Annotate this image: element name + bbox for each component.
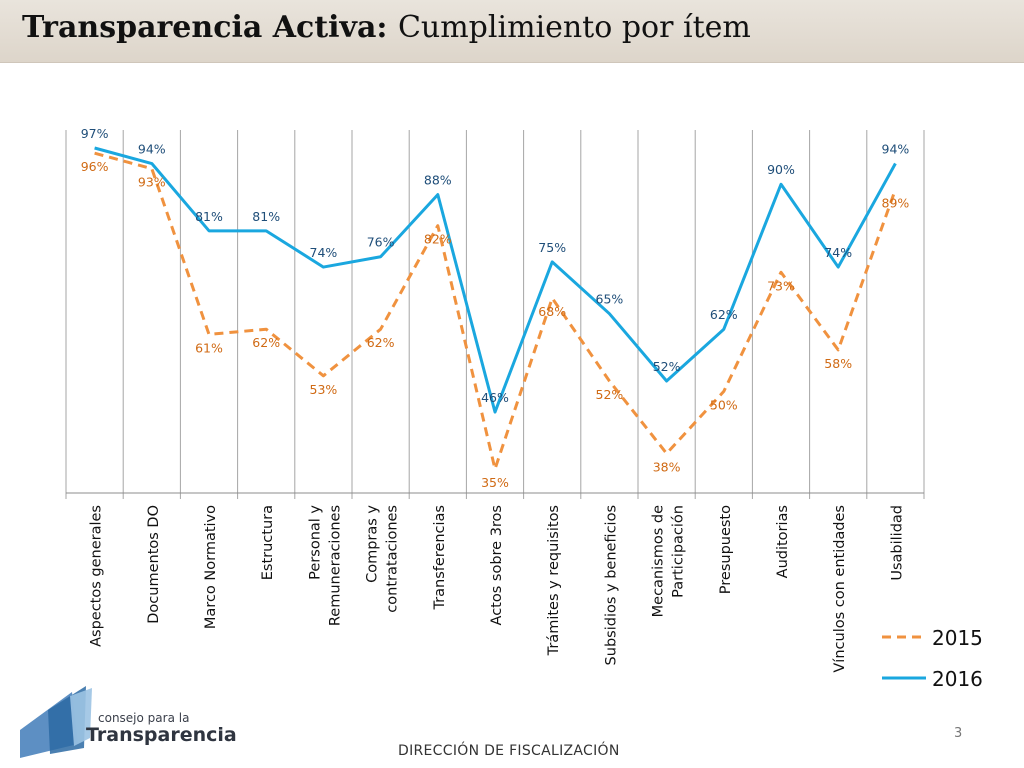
data-label-2016: 81% <box>252 209 280 224</box>
page-title-bold: Transparencia Activa: <box>22 10 388 45</box>
data-label-2016: 74% <box>824 245 852 260</box>
category-tick-label: contrataciones <box>385 505 401 613</box>
data-label-2015: 58% <box>824 356 852 371</box>
data-label-2016: 74% <box>310 245 338 260</box>
title-bar: Transparencia Activa: Cumplimiento por í… <box>0 0 1024 63</box>
category-tick-label: Aspectos generales <box>89 505 105 647</box>
data-label-2016: 62% <box>710 307 738 322</box>
data-label-2015: 62% <box>252 335 280 350</box>
logo-shape-right <box>70 688 92 746</box>
category-label-group: Vínculos con entidades <box>832 505 848 673</box>
data-label-2016: 76% <box>367 235 395 250</box>
category-label-group: Usabilidad <box>889 505 905 581</box>
category-tick-label: Presupuesto <box>718 505 734 594</box>
data-label-2015: 50% <box>710 397 738 412</box>
data-label-2016: 75% <box>538 240 566 255</box>
category-tick-label: Estructura <box>260 505 276 580</box>
data-label-2015: 89% <box>882 195 910 210</box>
category-label-group: Auditorias <box>775 505 791 578</box>
data-label-2015: 73% <box>767 278 795 293</box>
category-tick-label: Transferencias <box>432 505 448 611</box>
category-tick-label: Trámites y requisitos <box>546 505 562 656</box>
data-label-2016: 90% <box>767 162 795 177</box>
series-line-2015 <box>94 151 897 471</box>
category-tick-label: Vínculos con entidades <box>832 505 848 673</box>
category-tick-label: Auditorias <box>775 505 791 578</box>
data-label-2015: 61% <box>195 340 223 355</box>
category-tick-label: Compras y <box>365 505 381 583</box>
category-tick-label: Participación <box>671 505 687 598</box>
data-label-2015: 82% <box>424 232 452 247</box>
category-label-group: Actos sobre 3ros <box>489 505 505 625</box>
category-tick-label: Marco Normativo <box>203 505 219 629</box>
data-label-2015: 96% <box>81 159 109 174</box>
category-label-group: Documentos DO <box>146 505 162 624</box>
logo-small-text: consejo para la <box>98 711 190 725</box>
data-label-2015: 53% <box>310 382 338 397</box>
page-number: 3 <box>954 726 963 741</box>
category-label-group: Mecanismos de Participación <box>651 505 687 617</box>
data-label-2016: 81% <box>195 209 223 224</box>
category-tick-label: Actos sobre 3ros <box>489 505 505 625</box>
category-tick-label: Remuneraciones <box>327 505 343 626</box>
category-label-group: Presupuesto <box>718 505 734 594</box>
category-tick-label: Usabilidad <box>889 505 905 581</box>
category-label-group: Trámites y requisitos <box>546 505 562 656</box>
data-label-2015: 52% <box>596 387 624 402</box>
legend-label-2016: 2016 <box>932 667 983 691</box>
data-label-2015: 35% <box>481 475 509 490</box>
category-label-group: Aspectos generales <box>89 505 105 647</box>
data-label-2016: 88% <box>424 173 452 188</box>
data-label-2016: 46% <box>481 390 509 405</box>
series-line-2016 <box>94 146 897 414</box>
legend-label-2015: 2015 <box>932 626 983 650</box>
page-title-normal: Cumplimiento por ítem <box>397 10 751 45</box>
data-label-2015: 62% <box>367 335 395 350</box>
data-label-2015: 38% <box>653 459 681 474</box>
category-tick-label: Subsidios y beneficios <box>603 505 619 665</box>
category-label-group: Transferencias <box>432 505 448 611</box>
category-label-group: Subsidios y beneficios <box>603 505 619 665</box>
data-label-2015: 93% <box>138 175 166 190</box>
logo-big-text: Transparencia <box>86 724 237 746</box>
consejo-transparencia-logo <box>20 686 92 758</box>
category-tick-label: Mecanismos de <box>651 505 667 617</box>
data-label-2016: 94% <box>882 142 910 157</box>
data-label-2015: 68% <box>538 304 566 319</box>
category-tick-label: Personal y <box>307 505 323 580</box>
category-tick-label: Documentos DO <box>146 505 162 624</box>
category-label-group: Personal y Remuneraciones <box>307 505 343 627</box>
category-label-group: Marco Normativo <box>203 505 219 629</box>
line-chart: 97% 96% 94% 93% 81% 61% 81% 62% 74% 53% 76% 62% 88% 8… <box>65 126 983 691</box>
category-label-group: Estructura <box>260 505 276 580</box>
footer-text: DIRECCIÓN DE FISCALIZACIÓN <box>398 743 620 759</box>
data-label-2016: 94% <box>138 142 166 157</box>
data-label-2016: 97% <box>81 126 109 141</box>
category-label-group: Compras y contrataciones <box>365 505 401 613</box>
data-label-2016: 65% <box>596 292 624 307</box>
data-label-2016: 52% <box>653 359 681 374</box>
page-title: Transparencia Activa: Cumplimiento por í… <box>22 10 751 45</box>
